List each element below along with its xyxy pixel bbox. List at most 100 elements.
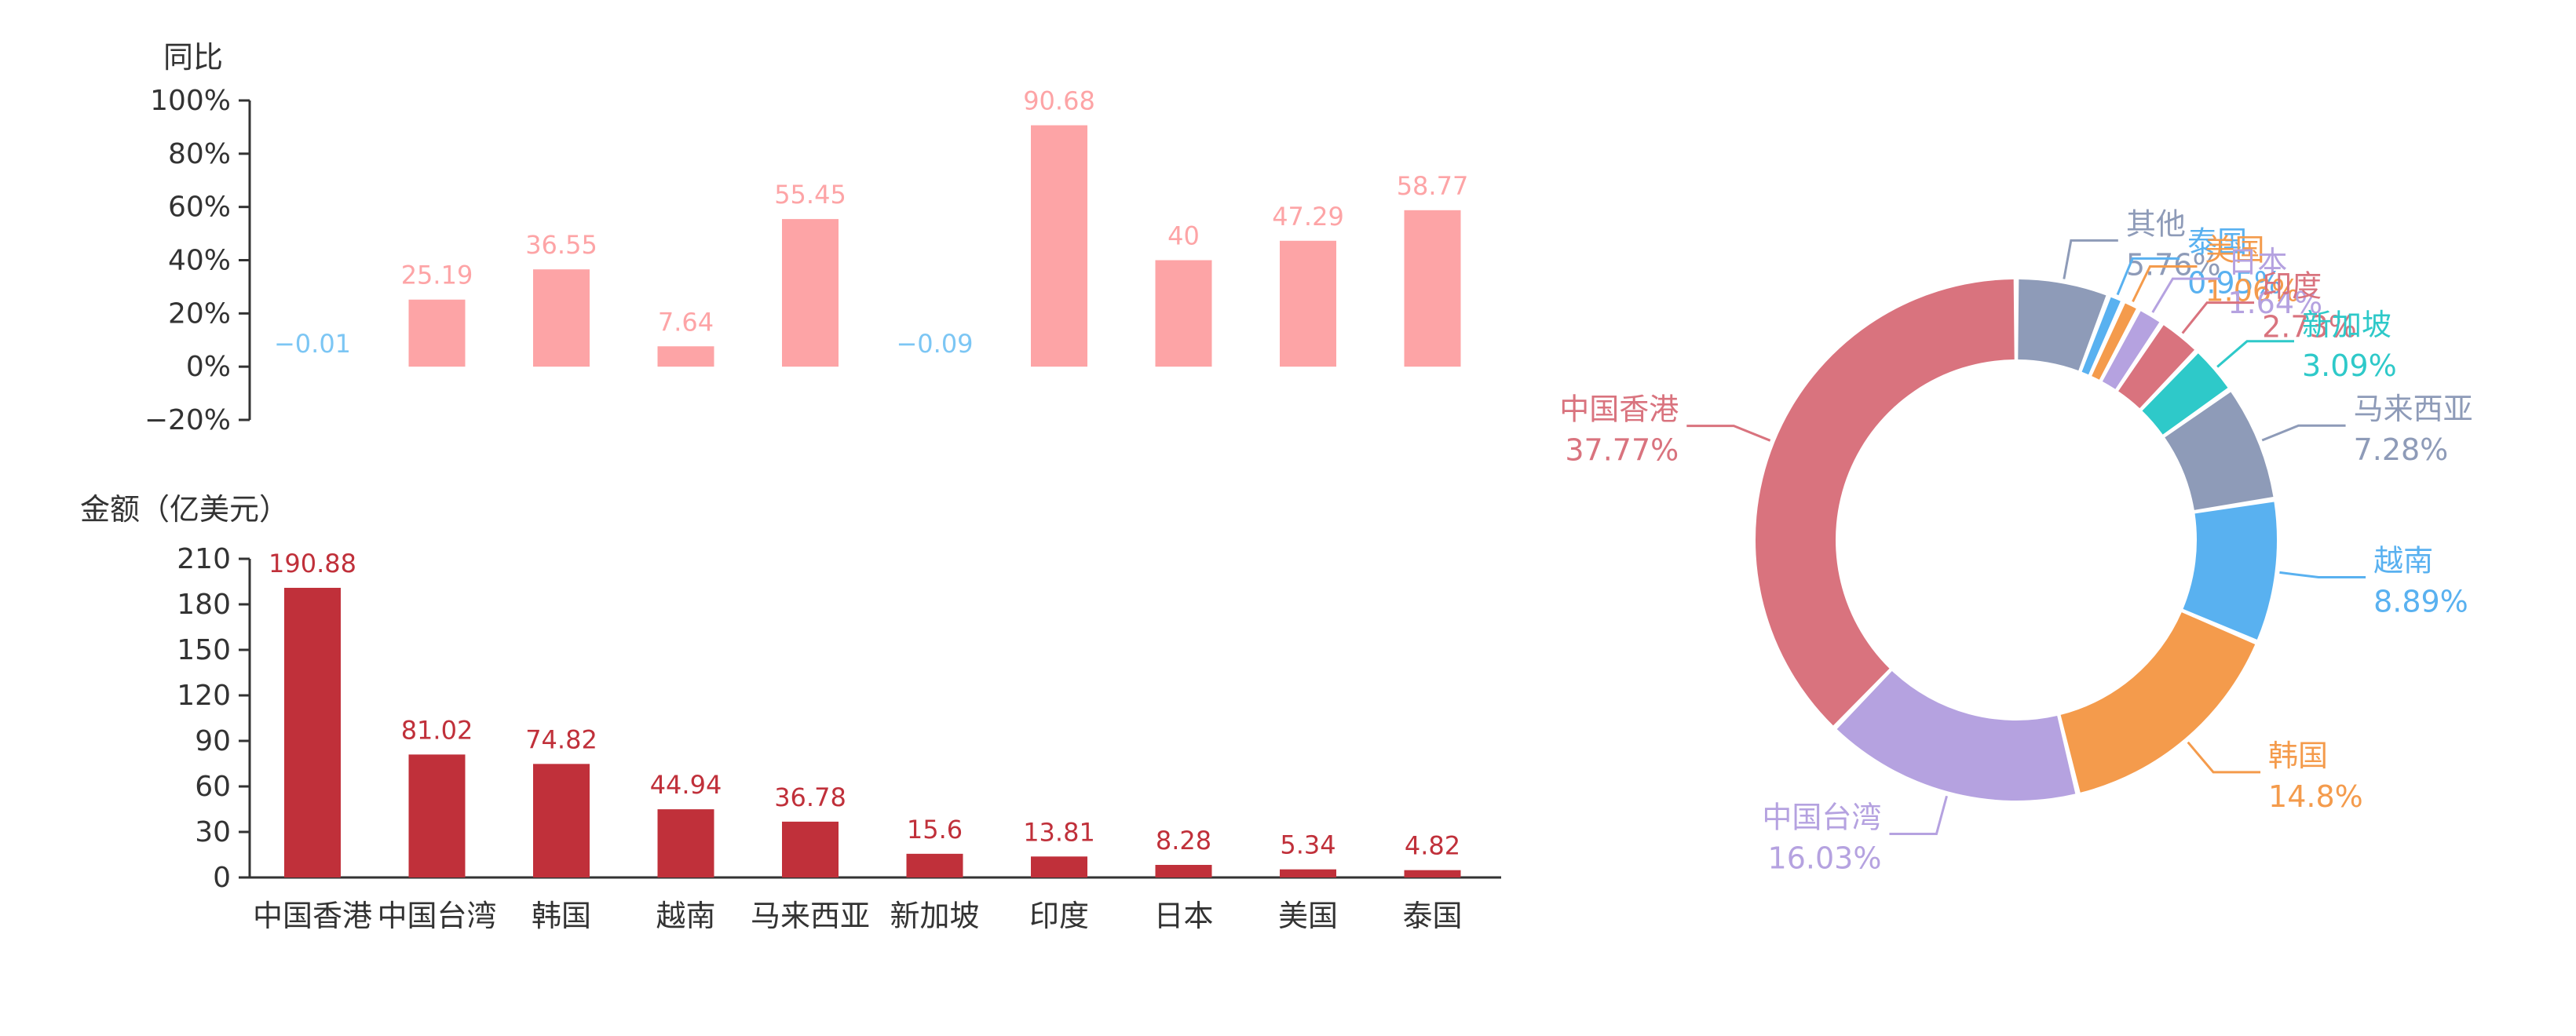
amount-bar (657, 809, 714, 877)
category-axis: 中国香港 中国台湾 韩国 越南 马来西亚 新加坡 印度 日本 美国 泰国 (253, 899, 1463, 933)
category-label: 印度 (1029, 899, 1089, 933)
donut-slice-percent: 0.95% (2187, 265, 2282, 300)
donut-leader-line (2116, 257, 2180, 296)
donut-leader-line (2151, 277, 2220, 313)
yoy-tick-label: 80% (168, 138, 231, 170)
yoy-value-labels: −0.01 25.19 36.55 7.64 55.45 −0.09 90.68 40 47.2… (274, 86, 1468, 359)
donut-slice (2142, 353, 2228, 435)
amount-value-label: 81.02 (401, 715, 473, 745)
yoy-value-label: 90.68 (1023, 86, 1095, 116)
donut-slice (2165, 392, 2274, 510)
amount-bar (906, 853, 963, 877)
amount-axis-title: 金额（亿美元） (80, 492, 289, 527)
donut-slice-percent: 14.8% (2268, 779, 2363, 814)
yoy-tick-label: 40% (168, 245, 231, 277)
yoy-tick-label: 100% (150, 85, 231, 117)
category-label: 马来西亚 (751, 899, 870, 933)
donut-leader-line (1686, 425, 1771, 442)
yoy-bar (533, 269, 590, 367)
yoy-value-label: 55.45 (774, 180, 846, 210)
category-label: 日本 (1153, 899, 1213, 933)
yoy-value-label: 36.55 (525, 230, 597, 260)
amount-bar (408, 754, 466, 877)
yoy-bar (1404, 210, 1461, 367)
donut-slice (2092, 303, 2136, 380)
amount-bar (1031, 856, 1087, 877)
amount-bar (1280, 869, 1336, 877)
amount-value-label: 5.34 (1280, 830, 1336, 860)
donut-slice-name: 泰国 (2187, 224, 2247, 259)
yoy-tick-label: 0% (186, 351, 231, 383)
donut-slice (2102, 311, 2160, 389)
donut-slice-name: 中国台湾 (1762, 800, 1881, 834)
yoy-bar (1155, 260, 1212, 367)
amount-tick-label: 0 (213, 862, 231, 894)
donut-slice-name: 其他 (2126, 206, 2186, 241)
yoy-value-label: 25.19 (401, 261, 473, 290)
donut-slice-name: 美国 (2205, 232, 2264, 267)
donut-labels: 其他5.76%泰国0.95%美国1.06%日本1.64%印度2.73%新加坡3.… (1559, 206, 2472, 875)
yoy-tick-label: 20% (168, 297, 231, 330)
amount-bars (284, 587, 1461, 877)
category-label: 中国香港 (253, 899, 372, 933)
yoy-bar (782, 219, 839, 367)
donut-slice (2118, 325, 2194, 409)
donut-leader-line (2132, 264, 2198, 303)
category-label: 越南 (656, 899, 715, 933)
donut-slice-name: 马来西亚 (2354, 392, 2473, 426)
donut-slice-percent: 37.77% (1565, 433, 1679, 468)
donut-slice-percent: 3.09% (2302, 348, 2397, 383)
yoy-value-label: −0.01 (274, 329, 351, 359)
yoy-bar (408, 299, 466, 367)
amount-value-label: 74.82 (525, 724, 597, 754)
yoy-value-label: 7.64 (658, 307, 714, 337)
category-label: 新加坡 (890, 899, 979, 933)
donut-slice (2081, 297, 2121, 375)
donut-slice-percent: 16.03% (1768, 841, 1882, 875)
donut-leader-line (2279, 571, 2366, 579)
amount-bar (284, 587, 341, 877)
amount-bar (1155, 864, 1212, 877)
donut-slice-name: 新加坡 (2302, 308, 2391, 342)
amount-value-label: 36.78 (774, 782, 846, 812)
donut-leader-line (2187, 741, 2261, 774)
donut-slice (2060, 612, 2256, 793)
category-label: 韩国 (532, 899, 591, 933)
donut-leader-line (1889, 795, 1948, 835)
donut-slice-name: 越南 (2373, 544, 2433, 578)
amount-value-label: 44.94 (650, 770, 722, 800)
donut-slice (1836, 670, 2076, 801)
donut-slice-name: 日本 (2227, 245, 2287, 279)
yoy-bars (408, 125, 1461, 367)
donut-slice-percent: 5.76% (2126, 247, 2221, 282)
donut-slice (2018, 279, 2106, 371)
amount-bar (1404, 870, 1461, 877)
yoy-bar (657, 346, 714, 367)
amount-bar (533, 764, 590, 877)
donut-leader-line (2181, 301, 2255, 334)
amount-bar (782, 821, 839, 877)
donut-leader-line (2261, 424, 2346, 442)
donut-slice (2183, 502, 2277, 640)
category-label: 中国台湾 (377, 899, 496, 933)
amount-tick-label: 90 (195, 725, 231, 757)
amount-value-label: 190.88 (269, 549, 356, 578)
yoy-value-label: −0.09 (896, 329, 973, 359)
donut-leader-line (2216, 340, 2295, 368)
donut-slice (1756, 279, 2015, 726)
amount-tick-label: 30 (195, 816, 231, 848)
amount-value-label: 13.81 (1023, 817, 1095, 847)
yoy-value-label: 40 (1167, 221, 1200, 251)
amount-tick-label: 180 (177, 589, 231, 621)
donut-slice-name: 中国香港 (1559, 392, 1679, 427)
donut-slice-name: 印度 (2262, 269, 2322, 304)
yoy-bar (1280, 240, 1336, 367)
donut-slice-percent: 7.28% (2354, 432, 2449, 467)
donut-slice-percent: 8.89% (2373, 585, 2468, 619)
yoy-tick-label: 60% (168, 192, 231, 224)
category-label: 美国 (1278, 899, 1338, 933)
donut-slice-name: 韩国 (2268, 739, 2328, 773)
